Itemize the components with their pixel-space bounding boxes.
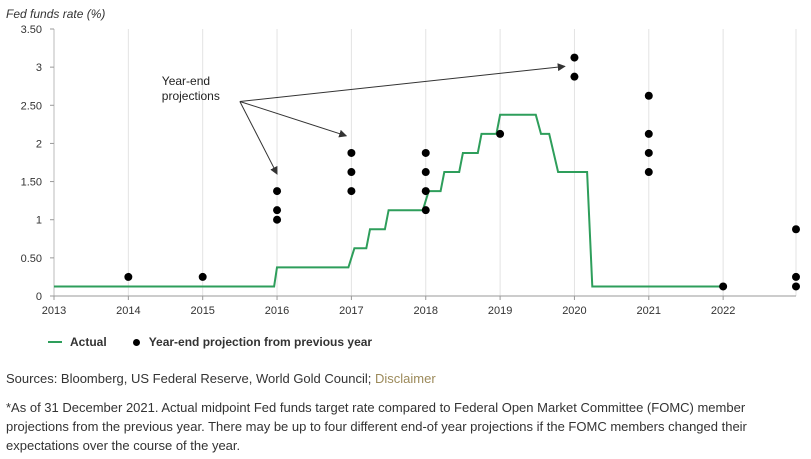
projection-point bbox=[273, 206, 282, 215]
footnote: *As of 31 December 2021. Actual midpoint… bbox=[6, 400, 747, 453]
y-tick-label: 3 bbox=[36, 62, 42, 74]
x-tick-label: 2014 bbox=[116, 305, 140, 317]
projection-point bbox=[792, 282, 800, 291]
projection-point bbox=[273, 187, 282, 196]
annotation-arrow bbox=[239, 100, 348, 138]
sources-line: Sources: Bloomberg, US Federal Reserve, … bbox=[6, 371, 436, 386]
projection-point bbox=[644, 168, 653, 177]
annotation-text: Year-end projections bbox=[162, 74, 220, 103]
y-tick-label: 0.50 bbox=[21, 253, 42, 265]
legend-projection-label: Year-end projection from previous year bbox=[148, 335, 373, 349]
annotation-text-line: projections bbox=[162, 89, 220, 103]
legend-projection-swatch bbox=[132, 338, 140, 346]
y-tick-label: 1 bbox=[36, 215, 42, 227]
annotation-text-line: Year-end bbox=[162, 74, 210, 88]
projection-point bbox=[124, 272, 133, 281]
y-axis-label: Fed funds rate (%) bbox=[6, 7, 105, 21]
x-tick-label: 2021 bbox=[637, 305, 661, 317]
legend: Actual Year-end projection from previous… bbox=[48, 333, 372, 351]
projection-point bbox=[644, 129, 653, 138]
projection-point bbox=[792, 272, 800, 281]
projection-point bbox=[347, 168, 356, 177]
y-tick-label: 2.50 bbox=[21, 100, 42, 112]
annotation-arrow bbox=[239, 63, 566, 102]
x-tick-label: 2019 bbox=[488, 305, 512, 317]
projection-point bbox=[644, 91, 653, 100]
projection-point bbox=[421, 206, 430, 215]
y-tick-label: 1.50 bbox=[21, 177, 42, 189]
series-actual-line bbox=[54, 113, 722, 288]
x-tick-label: 2022 bbox=[711, 305, 735, 317]
y-tick-label: 3.50 bbox=[21, 24, 42, 36]
projection-point bbox=[273, 215, 282, 224]
disclaimer-link[interactable]: Disclaimer bbox=[374, 371, 436, 386]
x-tick-label: 2018 bbox=[414, 305, 438, 317]
x-tick-label: 2016 bbox=[265, 305, 289, 317]
y-tick-label: 2 bbox=[36, 138, 42, 150]
projection-point bbox=[421, 187, 430, 196]
projection-point bbox=[198, 272, 207, 281]
projection-point bbox=[496, 129, 505, 138]
projection-point bbox=[421, 168, 430, 177]
projection-point bbox=[644, 148, 653, 157]
x-tick-label: 2017 bbox=[339, 305, 363, 317]
chart-svg: 0 0.50 1 1.50 2 2.50 3 3.50 2013 2014 2015 2016 2017… bbox=[6, 7, 800, 317]
sources-text: Sources: Bloomberg, US Federal Reserve, … bbox=[6, 371, 375, 386]
projection-point bbox=[347, 148, 356, 157]
x-tick-label: 2020 bbox=[562, 305, 586, 317]
legend-actual-swatch bbox=[48, 341, 62, 343]
projection-point bbox=[570, 72, 579, 81]
projection-point bbox=[421, 148, 430, 157]
x-tick-label: 2015 bbox=[190, 305, 214, 317]
legend-actual-label: Actual bbox=[70, 335, 107, 349]
projection-point bbox=[719, 282, 728, 291]
projection-point bbox=[792, 225, 800, 234]
projection-point bbox=[570, 53, 579, 62]
y-tick-label: 0 bbox=[36, 291, 42, 303]
x-tick-label: 2013 bbox=[42, 305, 66, 317]
chart: 0 0.50 1 1.50 2 2.50 3 3.50 2013 2014 2015 2016 2017… bbox=[6, 7, 800, 317]
annotation-arrow bbox=[239, 101, 278, 175]
projection-point bbox=[347, 187, 356, 196]
